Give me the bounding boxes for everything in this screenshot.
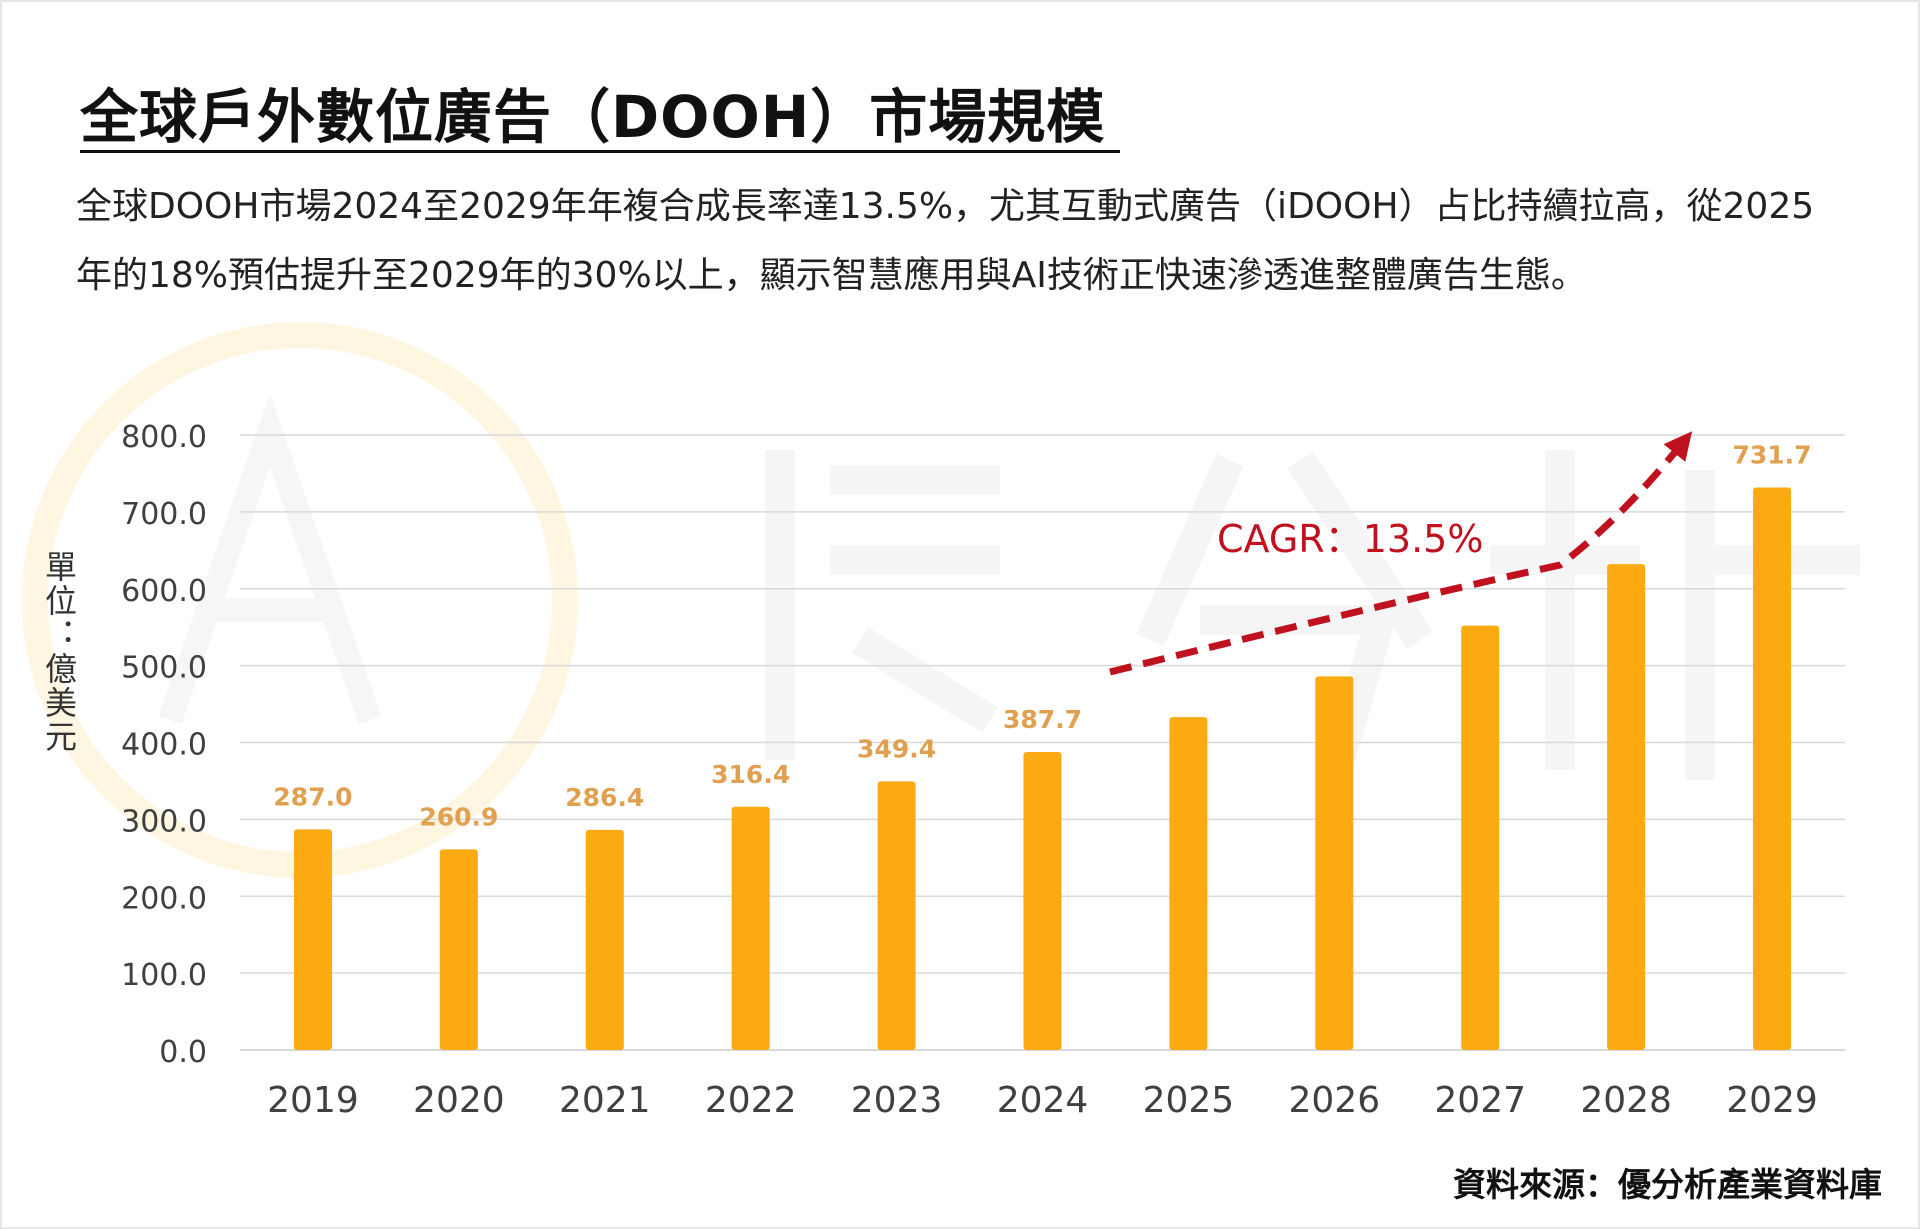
data-label: 287.0: [273, 782, 352, 811]
bar-2029: [1753, 487, 1792, 1050]
data-label: 260.9: [419, 802, 498, 831]
data-label: 349.4: [857, 734, 936, 763]
bar-2023: [877, 781, 916, 1050]
x-tick-label: 2024: [997, 1080, 1089, 1121]
bar-2019: [293, 829, 332, 1050]
x-tick-label: 2023: [851, 1080, 943, 1121]
data-label: 387.7: [1003, 705, 1082, 734]
x-tick-label: 2027: [1434, 1080, 1526, 1121]
y-tick-label: 500.0: [121, 651, 207, 686]
bar-2027: [1461, 625, 1500, 1050]
data-label: 316.4: [711, 760, 790, 789]
x-tick-label: 2029: [1726, 1080, 1818, 1121]
x-tick-label: 2020: [413, 1080, 505, 1121]
x-tick-label: 2021: [559, 1080, 651, 1121]
bar-2021: [585, 829, 624, 1050]
y-tick-label: 100.0: [121, 958, 207, 993]
y-tick-label: 400.0: [121, 728, 207, 763]
data-label: 731.7: [1733, 441, 1812, 470]
x-tick-label: 2025: [1143, 1080, 1235, 1121]
y-axis-label: 單位：億美元: [40, 550, 78, 754]
cagr-trend-arrow: [1109, 431, 1693, 676]
y-tick-label: 200.0: [121, 881, 207, 916]
cagr-annotation: CAGR：13.5%: [1217, 517, 1483, 561]
x-tick-label: 2019: [267, 1080, 359, 1121]
y-tick-label: 800.0: [121, 420, 207, 455]
bar-2028: [1607, 564, 1646, 1050]
x-tick-label: 2022: [705, 1080, 797, 1121]
page-title: 全球戶外數位廣告（DOOH）市場規模: [80, 83, 1106, 151]
chart-subtitle: 全球DOOH市場2024至2029年年複合成長率達13.5%，尤其互動式廣告（i…: [76, 186, 1815, 296]
y-tick-label: 600.0: [121, 574, 207, 609]
y-tick-label: 700.0: [121, 497, 207, 532]
bar-2025: [1169, 717, 1208, 1050]
x-tick-label: 2028: [1580, 1080, 1672, 1121]
x-tick-label: 2026: [1289, 1080, 1381, 1121]
bar-2020: [439, 849, 478, 1050]
data-label: 286.4: [565, 783, 644, 812]
y-tick-label: 300.0: [121, 804, 207, 839]
source-note: 資料來源：優分析產業資料庫: [1453, 1165, 1882, 1204]
bar-2026: [1315, 676, 1354, 1050]
y-tick-label: 0.0: [159, 1035, 207, 1070]
bar-2024: [1023, 751, 1062, 1050]
title-underline: [80, 150, 1120, 153]
bar-2022: [731, 806, 770, 1050]
